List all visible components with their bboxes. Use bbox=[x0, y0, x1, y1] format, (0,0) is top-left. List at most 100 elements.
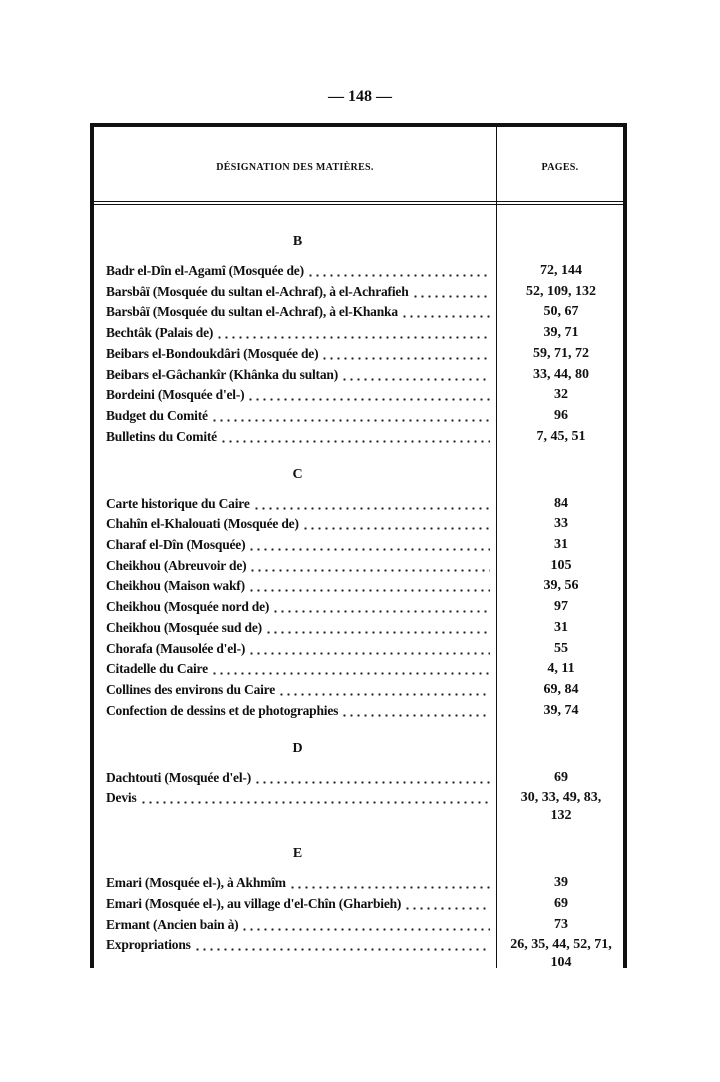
section-letter: E bbox=[292, 846, 303, 862]
entry: Collines des environs du Caire bbox=[106, 682, 490, 700]
entry-pages: 105 bbox=[550, 557, 572, 573]
entry-pages: 4, 11 bbox=[547, 661, 575, 677]
entry: Charaf el-Dîn (Mosquée) bbox=[106, 537, 490, 555]
section-letter: B bbox=[292, 234, 303, 249]
dot-leader bbox=[241, 927, 490, 931]
entry: Cheikhou (Abreuvoir de) bbox=[106, 558, 490, 576]
dot-leader bbox=[272, 610, 490, 614]
entry: Budget du Comité bbox=[106, 408, 490, 426]
entry-title: Badr el-Dîn el-Agamî (Mosquée de) bbox=[106, 263, 304, 278]
entry-pages: 52, 109, 132 bbox=[526, 283, 596, 299]
entry: Cheikhou (Mosquée nord de) bbox=[106, 599, 490, 617]
dot-leader bbox=[216, 336, 490, 340]
dot-leader bbox=[248, 548, 490, 551]
entry-title: Barsbâï (Mosquée du sultan el-Achraf), à… bbox=[106, 283, 409, 299]
table-top-border bbox=[90, 123, 627, 127]
entry-title: Confection de dessins et de photographie… bbox=[106, 702, 339, 718]
dot-leader bbox=[193, 948, 490, 952]
entry-title: Barsbâï (Mosquée du sultan el-Achraf), à… bbox=[106, 304, 398, 320]
entry: Emari (Mosquée el-), au village d'el-Chî… bbox=[106, 896, 490, 914]
dot-leader bbox=[249, 568, 490, 572]
entry-pages: 39 bbox=[554, 875, 568, 891]
section-letter: C bbox=[292, 466, 303, 482]
dot-leader bbox=[253, 780, 490, 784]
entry-title: Expropriations bbox=[106, 937, 191, 953]
entry-pages: 69 bbox=[554, 896, 568, 911]
table-left-border bbox=[90, 123, 94, 968]
dot-leader bbox=[306, 274, 490, 277]
column-divider bbox=[496, 127, 497, 968]
header-pages: PAGES. bbox=[541, 162, 579, 173]
entry-title: Bechtâk (Palais de) bbox=[106, 325, 214, 341]
dot-leader bbox=[264, 630, 490, 634]
dot-leader bbox=[248, 651, 490, 655]
entry-title: Dachtouti (Mosquée d'el-) bbox=[106, 769, 251, 785]
entry-title: Budget du Comité bbox=[106, 407, 208, 423]
entry: Bechtâk (Palais de) bbox=[106, 325, 490, 343]
entry-pages: 39, 74 bbox=[543, 702, 579, 718]
entry-title: Charaf el-Dîn (Mosquée) bbox=[106, 537, 246, 552]
entry: Bulletins du Comité bbox=[106, 429, 490, 447]
entry-pages: 59, 71, 72 bbox=[533, 345, 589, 361]
entry-title: Beibars el-Bondoukdâri (Mosquée de) bbox=[106, 345, 319, 361]
header-rule bbox=[94, 204, 623, 205]
entry: Chorafa (Mausolée d'el-) bbox=[106, 641, 490, 659]
dot-leader bbox=[341, 713, 490, 717]
entry: Cheikhou (Mosquée sud de) bbox=[106, 620, 490, 638]
dot-leader bbox=[252, 506, 490, 510]
entry-title: Ermant (Ancien bain à) bbox=[106, 916, 239, 932]
entry-pages: 132 bbox=[550, 808, 572, 824]
dot-leader bbox=[341, 377, 490, 381]
dot-leader bbox=[411, 294, 490, 298]
entry-pages: 7, 45, 51 bbox=[536, 428, 586, 444]
entry-pages: 33, 44, 80 bbox=[533, 366, 589, 382]
entry-pages: 30, 33, 49, 83, bbox=[520, 790, 602, 806]
entry: Citadelle du Caire bbox=[106, 661, 490, 679]
entry-title: Cheikhou (Maison wakf) bbox=[106, 578, 245, 594]
entry: Chahîn el-Khalouati (Mosquée de) bbox=[106, 516, 490, 534]
dot-leader bbox=[210, 418, 490, 422]
dot-leader bbox=[288, 886, 490, 890]
entry: Beibars el-Bondoukdâri (Mosquée de) bbox=[106, 346, 490, 364]
entry-pages: 31 bbox=[554, 619, 568, 635]
page-number: — 148 — bbox=[328, 88, 392, 105]
entry: Barsbâï (Mosquée du sultan el-Achraf), à… bbox=[106, 304, 490, 322]
entry-pages: 55 bbox=[554, 640, 568, 656]
entry-title: Emari (Mosquée el-), au village d'el-Chî… bbox=[106, 896, 402, 911]
entry-title: Emari (Mosquée el-), à Akhmîm bbox=[106, 875, 286, 891]
entry-pages: 96 bbox=[554, 407, 568, 423]
entry: Emari (Mosquée el-), à Akhmîm bbox=[106, 875, 490, 893]
dot-leader bbox=[301, 527, 490, 531]
dot-leader bbox=[219, 439, 490, 443]
entry-title: Bordeini (Mosquée d'el-) bbox=[106, 387, 245, 403]
entry-title: Cheikhou (Mosquée sud de) bbox=[106, 619, 262, 635]
entry-title: Cheikhou (Abreuvoir de) bbox=[106, 557, 247, 573]
entry-pages: 39, 71 bbox=[543, 325, 579, 341]
entry-pages: 73 bbox=[554, 916, 568, 932]
entry: Cheikhou (Maison wakf) bbox=[106, 578, 490, 596]
entry: Beibars el-Gâchankîr (Khânka du sultan) bbox=[106, 367, 490, 385]
dot-leader bbox=[321, 356, 490, 360]
dot-leader bbox=[247, 398, 490, 402]
entry-title: Bulletins du Comité bbox=[106, 428, 217, 444]
entry: Carte historique du Caire bbox=[106, 496, 490, 514]
entry-pages: 69 bbox=[554, 769, 568, 785]
entry-title: Carte historique du Caire bbox=[106, 495, 250, 511]
dot-leader bbox=[278, 692, 490, 696]
entry-pages: 31 bbox=[554, 537, 568, 552]
entry: Dachtouti (Mosquée d'el-) bbox=[106, 770, 490, 788]
entry-pages: 50, 67 bbox=[543, 304, 579, 320]
entry: Ermant (Ancien bain à) bbox=[106, 917, 490, 935]
entry-pages: 39, 56 bbox=[543, 578, 579, 594]
header-rule bbox=[94, 201, 623, 202]
entry-pages: 104 bbox=[550, 955, 572, 971]
dot-leader bbox=[400, 315, 490, 319]
entry-title: Beibars el-Gâchankîr (Khânka du sultan) bbox=[106, 366, 339, 382]
header-designation: DÉSIGNATION DES MATIÈRES. bbox=[216, 162, 374, 173]
entry-title: Chorafa (Mausolée d'el-) bbox=[106, 640, 246, 656]
entry-pages: 32 bbox=[554, 387, 568, 403]
entry-pages: 26, 35, 44, 52, 71, bbox=[510, 937, 612, 953]
entry: Barsbâï (Mosquée du sultan el-Achraf), à… bbox=[106, 284, 490, 302]
section-letter: D bbox=[292, 740, 303, 756]
entry: Devis bbox=[106, 790, 490, 808]
